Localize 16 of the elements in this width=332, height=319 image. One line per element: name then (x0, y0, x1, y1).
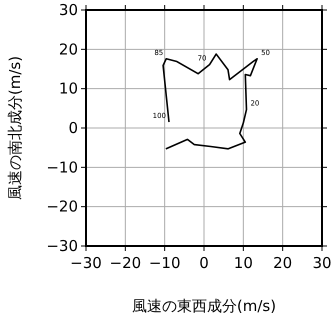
x-tick-label: −30 (70, 254, 102, 272)
x-axis-title: 風速の東西成分(m/s) (132, 297, 276, 315)
y-tick-label: 30 (58, 1, 78, 19)
x-tick-label: 10 (234, 254, 253, 272)
x-tick-label: 20 (273, 254, 292, 272)
y-tick-label: −10 (46, 158, 78, 176)
y-tick-label: −30 (46, 237, 78, 255)
x-tick-label: −20 (110, 254, 142, 272)
x-tick-label: 0 (199, 254, 209, 272)
x-tick-label: −10 (148, 254, 180, 272)
y-tick-label: 0 (68, 119, 78, 137)
x-tick-label: 30 (312, 254, 332, 272)
y-tick-label: 20 (58, 40, 78, 58)
y-axis-title: 風速の南北成分(m/s) (6, 56, 24, 200)
y-tick-label: −20 (46, 198, 78, 216)
y-tick-label: 10 (58, 80, 78, 98)
